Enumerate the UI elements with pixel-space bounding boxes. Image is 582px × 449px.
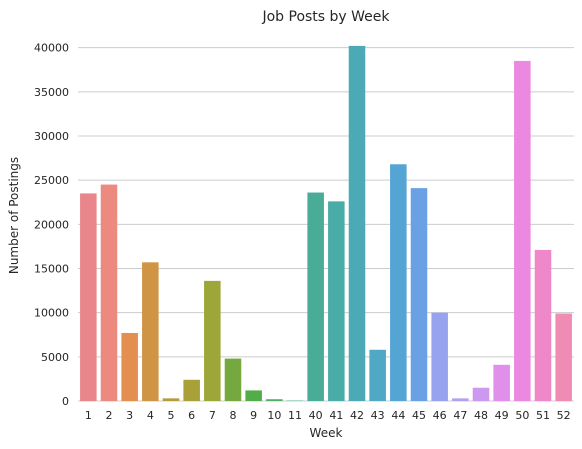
- y-tick-label: 10000: [34, 307, 69, 320]
- x-tick-label: 51: [536, 409, 550, 422]
- x-tick-label: 52: [557, 409, 571, 422]
- x-tick-label: 8: [230, 409, 237, 422]
- x-tick-label: 9: [250, 409, 257, 422]
- x-tick-label: 44: [391, 409, 405, 422]
- bar-week-5: [162, 398, 180, 401]
- x-tick-label: 4: [147, 409, 154, 422]
- bar-week-40: [307, 192, 324, 401]
- x-tick-label: 42: [350, 409, 364, 422]
- y-tick-label: 0: [62, 395, 69, 408]
- y-axis-label: Number of Postings: [7, 157, 21, 274]
- x-tick-label: 11: [288, 409, 302, 422]
- bar-week-8: [224, 358, 242, 401]
- bar-week-6: [183, 379, 200, 401]
- bar-week-42: [348, 45, 366, 402]
- x-tick-label: 2: [106, 409, 113, 422]
- x-tick-label: 48: [474, 409, 488, 422]
- y-tick-label: 35000: [34, 86, 69, 99]
- x-tick-label: 43: [371, 409, 385, 422]
- bars: [80, 45, 572, 402]
- bar-week-45: [410, 188, 428, 401]
- y-tick-label: 15000: [34, 263, 69, 276]
- bar-week-49: [493, 364, 510, 401]
- x-tick-label: 7: [209, 409, 216, 422]
- bar-week-51: [534, 249, 552, 401]
- y-tick-label: 40000: [34, 42, 69, 55]
- x-tick-label: 3: [126, 409, 133, 422]
- bar-week-9: [245, 390, 262, 401]
- x-tick-label: 5: [168, 409, 175, 422]
- x-tick-label: 10: [267, 409, 281, 422]
- bar-week-2: [100, 184, 118, 401]
- bar-week-10: [266, 399, 283, 401]
- bar-week-3: [121, 332, 138, 401]
- x-tick-label: 1: [85, 409, 92, 422]
- bar-week-44: [390, 164, 407, 401]
- y-tick-label: 20000: [34, 218, 69, 231]
- x-tick-label: 41: [329, 409, 343, 422]
- bar-week-7: [204, 280, 221, 401]
- y-tick-label: 30000: [34, 130, 69, 143]
- bar-week-52: [555, 313, 572, 401]
- bar-week-50: [514, 60, 531, 402]
- x-tick-label: 45: [412, 409, 426, 422]
- x-tick-labels: 1 2 3 4 5 6 7 8 9 10 11 40 41 42 43 44 45 46 47 48 49 50 51 52: [85, 409, 571, 422]
- x-tick-label: 47: [453, 409, 467, 422]
- x-tick-label: 46: [433, 409, 447, 422]
- x-tick-label: 49: [495, 409, 509, 422]
- bar-week-1: [80, 193, 97, 401]
- x-tick-label: 6: [188, 409, 195, 422]
- bar-week-46: [431, 312, 448, 401]
- x-tick-label: 50: [515, 409, 529, 422]
- bar-week-48: [472, 387, 490, 401]
- bar-week-47: [452, 398, 469, 401]
- bar-week-4: [142, 262, 159, 401]
- chart-title: Job Posts by Week: [261, 9, 390, 25]
- bar-week-43: [369, 349, 386, 401]
- gridlines: [78, 47, 574, 402]
- y-tick-labels: 0 5000 10000 15000 20000 25000 30000 35000 40000: [34, 42, 69, 408]
- bar-week-41: [328, 201, 345, 401]
- y-tick-label: 5000: [41, 351, 69, 364]
- x-axis-label: Week: [310, 426, 343, 440]
- x-tick-label: 40: [309, 409, 323, 422]
- y-tick-label: 25000: [34, 174, 69, 187]
